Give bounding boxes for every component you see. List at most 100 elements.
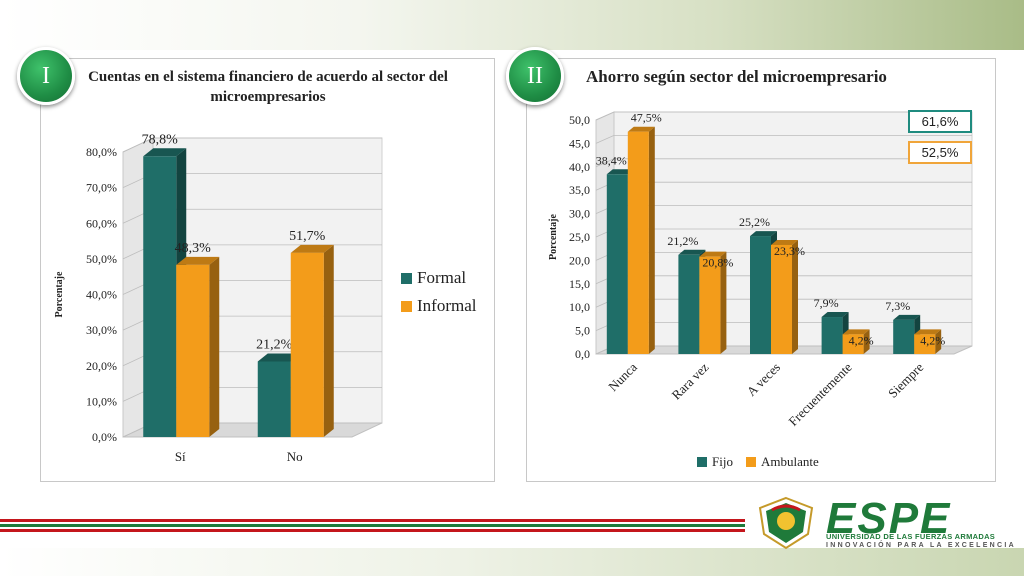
chart-1-y-tick: 40,0% (86, 288, 117, 302)
chart-1-bar-side (209, 256, 220, 437)
chart-2-y-tick: 35,0 (569, 183, 590, 197)
chart-1-category-label: No (287, 449, 303, 464)
chart-2-y-tick: 15,0 (569, 277, 590, 291)
chart-2-y-tick: 5,0 (575, 324, 590, 338)
chart-2-bar (750, 236, 771, 354)
chart-1-legend-label: Formal (417, 268, 466, 287)
chart-2-bar (914, 334, 936, 354)
chart-2-bar-top (699, 251, 727, 257)
chart-2-bar (627, 131, 649, 354)
annotation-box-1: 61,6% (908, 110, 972, 133)
chart-2-bar-side (935, 329, 942, 354)
chart-1-legend-label: Informal (417, 296, 477, 315)
chart-2-y-tick: 50,0 (569, 113, 590, 127)
chart-2-category-label: Siempre (885, 359, 926, 400)
logo-tagline: INNOVACIÓN PARA LA EXCELENCIA (826, 542, 1016, 549)
chart-1-bar-top (143, 148, 187, 157)
chart-2-bar-top (627, 126, 655, 132)
chart-2-data-label: 7,9% (814, 296, 839, 310)
chart-1-bar (143, 156, 177, 437)
chart-2-bar-top (821, 312, 849, 318)
chart-2-title: Ahorro según sector del microempresario (586, 67, 887, 86)
chart-2-y-tick: 40,0 (569, 160, 590, 174)
chart-2-bar-top (842, 329, 870, 335)
chart-1-gridline (122, 137, 382, 153)
chart-2-bar (842, 334, 864, 354)
chart-1-data-label: 78,8% (142, 132, 179, 147)
chart-2-bar (678, 254, 700, 354)
chart-2-legend-label: Fijo (712, 454, 733, 469)
chart-2-y-tick: 25,0 (569, 230, 590, 244)
chart-2-bar-top (678, 249, 706, 255)
annotation-box-2: 52,5% (908, 141, 972, 164)
chart-2-data-label: 4,2% (920, 333, 945, 347)
chart-2-bar (821, 317, 843, 354)
chart-2-data-label: 25,2% (739, 215, 770, 229)
chart-1-data-label: 48,3% (175, 241, 212, 256)
chart-2-y-tick: 10,0 (569, 300, 590, 314)
chart-2-gridline (595, 111, 972, 121)
chart-1-bar-top (257, 353, 301, 362)
chart-2-bar (699, 256, 721, 354)
chart-2-bar-top (750, 231, 777, 237)
chart-2-bar (606, 174, 628, 354)
decorative-stripes (0, 519, 745, 535)
chart-1-bar-top (290, 244, 334, 253)
espe-logo: ESPE UNIVERSIDAD DE LAS FUERZAS ARMADAS … (756, 494, 1016, 554)
chart-2-legend-swatch (746, 457, 756, 467)
chart-2-category-label: A veces (744, 360, 783, 399)
chart-1-legend-swatch (401, 301, 412, 312)
chart-2-y-tick: 0,0 (575, 347, 590, 361)
chart-1-category-label: Sí (175, 449, 186, 464)
chart-2-data-label: 4,2% (849, 333, 874, 347)
chart-1-data-label: 51,7% (289, 229, 326, 244)
chart-2-category-label: Rara vez (668, 359, 711, 402)
chart-2-data-label: 47,5% (631, 111, 662, 125)
chart-2-legend-label: Ambulante (761, 454, 819, 469)
chart-2-data-label: 20,8% (702, 256, 733, 270)
footer-band (0, 548, 1024, 576)
chart-1-y-axis-label: Porcentaje (54, 271, 65, 317)
logo-wordmark: ESPE (826, 494, 952, 543)
chart-1-y-tick: 70,0% (86, 181, 117, 195)
chart-2-data-label: 38,4% (596, 153, 627, 167)
chart-2-bar (771, 244, 792, 354)
chart-2-legend-swatch (697, 457, 707, 467)
chart-1-bar (290, 252, 324, 437)
chart-1-bar-top (176, 256, 220, 265)
chart-1-y-tick: 0,0% (92, 430, 117, 444)
chart-2-y-tick: 30,0 (569, 207, 590, 221)
chart-2-category-label: Nunca (605, 359, 640, 394)
chart-1-y-tick: 10,0% (86, 394, 117, 408)
chart-2-y-tick: 45,0 (569, 136, 590, 150)
chart-1-y-tick: 60,0% (86, 216, 117, 230)
chart-1-legend-swatch (401, 273, 412, 284)
chart-2-y-tick: 20,0 (569, 253, 590, 267)
chart-2-bar-top (771, 239, 798, 245)
chart-1-y-tick: 50,0% (86, 252, 117, 266)
chart-1-bar (176, 264, 210, 437)
chart-2-bar-side (792, 239, 798, 354)
chart-2-data-label: 7,3% (885, 299, 910, 313)
chart-2-y-axis-label: Porcentaje (548, 213, 559, 259)
chart-2-bar-top (914, 329, 942, 335)
chart-1-data-label: 21,2% (256, 337, 293, 352)
section-badge-1: I (17, 47, 75, 105)
university-seal-icon (758, 496, 814, 550)
chart-1-bar (257, 361, 291, 437)
chart-2-bar-top (606, 169, 634, 175)
header-band (0, 0, 1024, 50)
chart-1-title: Cuentas en el sistema financiero de acue… (88, 69, 448, 105)
chart-2-bar-top (893, 314, 921, 320)
chart-1-bar-side (323, 244, 334, 437)
chart-1-y-tick: 80,0% (86, 145, 117, 159)
chart-2-bar-side (720, 251, 727, 354)
chart-1-y-tick: 20,0% (86, 359, 117, 373)
chart-2-category-label: Frecuentemente (785, 359, 854, 428)
section-badge-2: II (506, 47, 564, 105)
chart-2-data-label: 23,3% (774, 244, 805, 258)
chart-2-bar (893, 319, 915, 354)
chart-1-y-tick: 30,0% (86, 323, 117, 337)
logo-subtitle: UNIVERSIDAD DE LAS FUERZAS ARMADAS (826, 532, 996, 541)
